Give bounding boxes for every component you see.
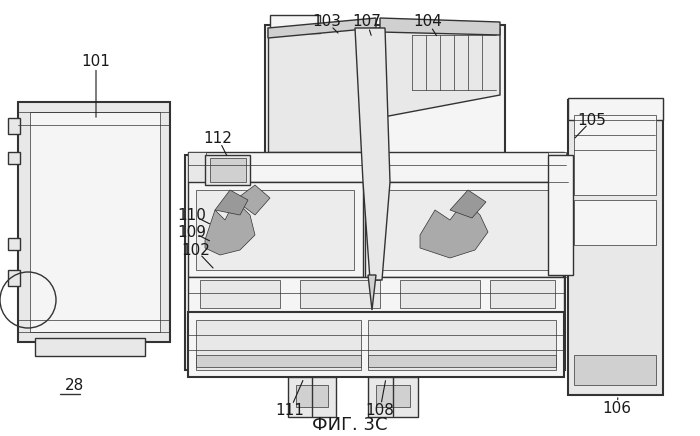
Text: 105: 105 bbox=[578, 112, 606, 127]
Bar bbox=[548, 152, 566, 182]
Bar bbox=[188, 152, 206, 182]
Text: 111: 111 bbox=[276, 402, 304, 418]
Bar bbox=[188, 152, 564, 182]
Text: 109: 109 bbox=[178, 225, 206, 239]
Bar bbox=[365, 182, 563, 277]
Bar bbox=[196, 320, 361, 370]
Bar bbox=[8, 118, 20, 134]
Bar bbox=[370, 28, 384, 153]
Bar bbox=[18, 102, 170, 342]
Bar bbox=[368, 355, 556, 367]
Bar bbox=[8, 238, 20, 250]
Bar bbox=[196, 355, 361, 367]
Bar bbox=[568, 98, 663, 120]
Polygon shape bbox=[378, 28, 500, 118]
Text: 108: 108 bbox=[365, 402, 394, 418]
Text: 102: 102 bbox=[181, 242, 211, 258]
Polygon shape bbox=[215, 190, 248, 215]
Bar bbox=[8, 270, 20, 286]
Text: 103: 103 bbox=[312, 14, 342, 30]
Polygon shape bbox=[420, 200, 488, 258]
Text: 101: 101 bbox=[82, 54, 111, 69]
Polygon shape bbox=[450, 190, 486, 218]
Bar bbox=[268, 28, 376, 152]
Polygon shape bbox=[235, 185, 270, 215]
Bar bbox=[368, 377, 418, 417]
Bar bbox=[185, 155, 565, 370]
Bar bbox=[300, 280, 380, 308]
Bar bbox=[205, 155, 250, 185]
Bar bbox=[188, 182, 363, 277]
Bar bbox=[210, 158, 246, 182]
Bar bbox=[188, 312, 564, 377]
Polygon shape bbox=[355, 28, 390, 280]
Bar bbox=[548, 155, 573, 275]
Text: 112: 112 bbox=[204, 130, 232, 146]
Bar bbox=[196, 190, 354, 270]
Bar bbox=[373, 190, 555, 270]
Polygon shape bbox=[368, 275, 376, 310]
Bar bbox=[265, 25, 505, 155]
Polygon shape bbox=[380, 18, 500, 35]
Bar bbox=[288, 377, 336, 417]
Bar bbox=[574, 115, 656, 195]
Bar bbox=[35, 338, 145, 356]
Text: 104: 104 bbox=[414, 14, 442, 30]
Bar bbox=[188, 277, 564, 312]
Bar bbox=[296, 385, 328, 407]
Bar bbox=[270, 15, 320, 33]
Bar bbox=[574, 355, 656, 385]
Text: 110: 110 bbox=[178, 208, 206, 222]
Polygon shape bbox=[268, 18, 376, 38]
Bar bbox=[568, 100, 663, 395]
Bar bbox=[490, 280, 555, 308]
Text: 28: 28 bbox=[64, 378, 83, 392]
Bar bbox=[30, 112, 160, 332]
Polygon shape bbox=[205, 200, 255, 255]
Bar bbox=[574, 200, 656, 245]
Bar bbox=[8, 152, 20, 164]
Text: ФИГ. 3C: ФИГ. 3C bbox=[312, 416, 388, 434]
Bar bbox=[368, 320, 556, 370]
Bar bbox=[400, 280, 480, 308]
Text: 107: 107 bbox=[353, 14, 382, 30]
Text: 106: 106 bbox=[603, 401, 631, 416]
Bar bbox=[200, 280, 280, 308]
Bar bbox=[376, 385, 410, 407]
